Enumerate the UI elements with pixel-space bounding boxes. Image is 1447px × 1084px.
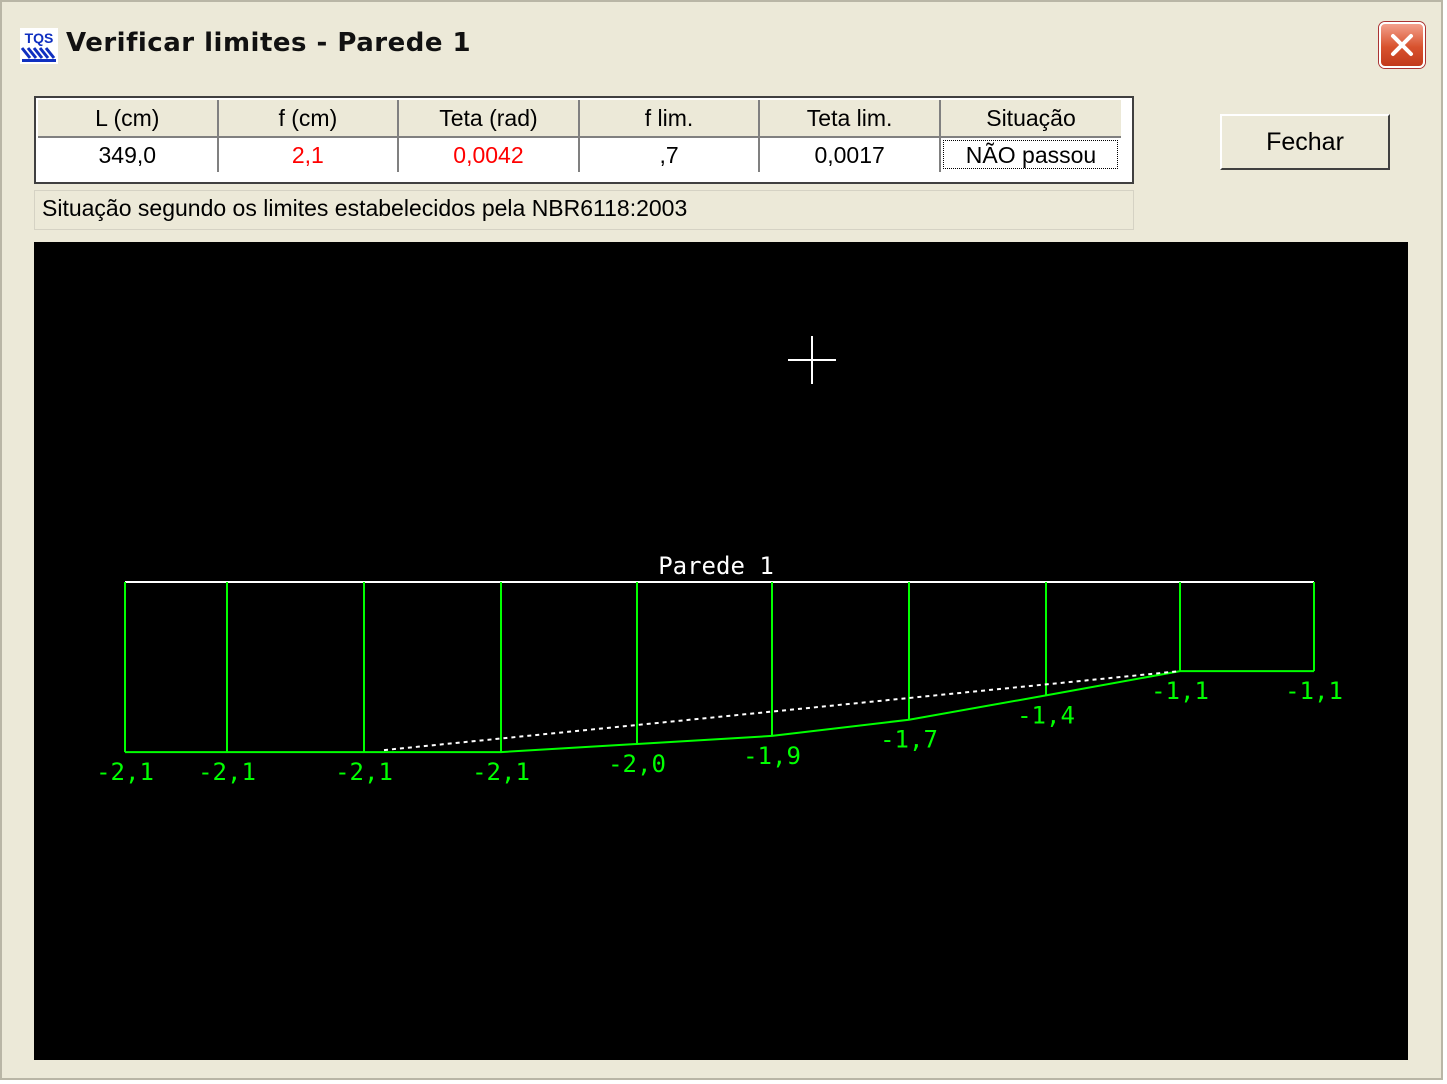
crosshair-icon xyxy=(788,336,836,384)
header-situacao[interactable]: Situação xyxy=(940,100,1121,138)
header-f-cm[interactable]: f (cm) xyxy=(217,100,400,138)
close-button[interactable]: Fechar xyxy=(1220,114,1390,170)
deflection-value-label: -1,7 xyxy=(880,726,938,754)
deflection-value-label: -1,1 xyxy=(1151,677,1209,705)
deflection-value-label: -1,4 xyxy=(1017,701,1075,729)
results-table-frame: L (cm) f (cm) Teta (rad) f lim. Teta lim… xyxy=(34,96,1134,184)
close-window-button[interactable] xyxy=(1379,22,1425,68)
window-title: Verificar limites - Parede 1 xyxy=(66,28,472,58)
svg-text:TQS: TQS xyxy=(25,30,54,46)
cell-f-lim[interactable]: ,7 xyxy=(578,137,761,172)
close-icon xyxy=(1391,34,1413,56)
header-teta-lim[interactable]: Teta lim. xyxy=(759,100,941,138)
deflection-curve xyxy=(125,670,1314,754)
tqs-icon: TQS xyxy=(20,28,58,64)
deflection-value-label: -2,0 xyxy=(608,750,666,778)
deflection-diagram-canvas[interactable]: Parede 1 -2,1 -2,1 -2,1 -2,1 -2,0 -1,9 -1,7 -1,… xyxy=(34,242,1408,1060)
cell-l-cm[interactable]: 349,0 xyxy=(38,137,219,172)
title-bar[interactable]: TQS Verificar limites - Parede 1 xyxy=(2,2,1441,72)
deflection-value-label: -2,1 xyxy=(335,758,393,786)
deflection-value-label: -2,1 xyxy=(472,758,530,786)
cell-situacao[interactable]: NÃO passou xyxy=(940,137,1121,172)
table-row: 349,0 2,1 0,0042 ,7 0,0017 NÃO passou xyxy=(38,137,1121,172)
deflection-value-label: -2,1 xyxy=(198,758,256,786)
deflection-value-label: -2,1 xyxy=(96,758,154,786)
deflection-value-label: -1,1 xyxy=(1285,677,1343,705)
deflection-value-label: -1,9 xyxy=(743,742,801,770)
cell-teta-lim[interactable]: 0,0017 xyxy=(759,137,941,172)
status-text: Situação segundo os limites estabelecido… xyxy=(34,190,1134,230)
cell-f-cm[interactable]: 2,1 xyxy=(217,137,400,172)
table-header-row: L (cm) f (cm) Teta (rad) f lim. Teta lim… xyxy=(38,100,1121,138)
reference-dashed-line xyxy=(383,670,1181,752)
deflection-diagram: Parede 1 -2,1 -2,1 -2,1 -2,1 -2,0 -1,9 -1,7 -1,… xyxy=(96,336,1343,786)
diagram-title: Parede 1 xyxy=(658,552,774,580)
header-l-cm[interactable]: L (cm) xyxy=(38,100,219,138)
header-f-lim[interactable]: f lim. xyxy=(578,100,761,138)
header-teta-rad[interactable]: Teta (rad) xyxy=(398,100,580,138)
results-table: L (cm) f (cm) Teta (rad) f lim. Teta lim… xyxy=(38,100,1121,172)
cell-teta-rad[interactable]: 0,0042 xyxy=(398,137,580,172)
